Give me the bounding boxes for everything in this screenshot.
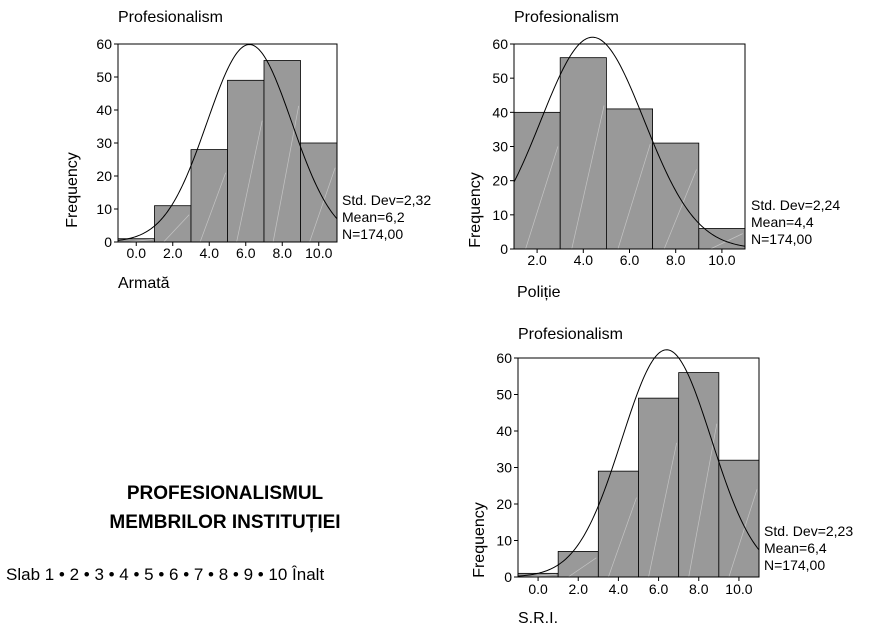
bar-hatch [236, 120, 263, 243]
y-tick-label: 30 [492, 139, 508, 155]
normal-curve [513, 36, 746, 247]
stats-line: Mean=6,2 [342, 209, 405, 225]
histogram-bar [698, 228, 746, 250]
bar-hatch [617, 143, 651, 250]
y-tick-label: 40 [96, 102, 112, 118]
y-tick-label: 60 [496, 350, 512, 366]
y-axis-label: Frequency [467, 172, 484, 248]
histogram-bar [227, 79, 265, 243]
x-tick-label: 8.0 [666, 252, 686, 268]
x-tick-label: 6.0 [649, 581, 669, 597]
histogram-bar [718, 459, 760, 578]
x-tick-label: 8.0 [689, 581, 709, 597]
normal-curve [517, 349, 760, 577]
normal-curve [117, 44, 338, 241]
y-tick-label: 20 [96, 168, 112, 184]
x-axis-label: S.R.I. [518, 610, 558, 626]
histogram-bar [559, 57, 607, 250]
histogram-bar [190, 149, 228, 243]
x-tick-label: 10.0 [708, 252, 735, 268]
x-tick-label: 2.0 [163, 245, 183, 261]
y-tick-label: 0 [504, 569, 512, 585]
bar-hatch [163, 214, 190, 243]
y-tick-label: 50 [492, 70, 508, 86]
y-tick-label: 20 [492, 173, 508, 189]
stats-line: Mean=4,4 [751, 214, 814, 230]
x-tick-label: 2.0 [527, 252, 547, 268]
histogram-bar [263, 60, 301, 243]
bar-hatch [663, 169, 697, 250]
bar-hatch [688, 423, 718, 578]
histogram-bar [513, 111, 561, 250]
x-tick-label: 10.0 [725, 581, 752, 597]
y-tick-label: 10 [96, 201, 112, 217]
x-axis-label: Poliție [517, 284, 561, 301]
y-tick-label: 50 [496, 387, 512, 403]
caption-title-line1: PROFESIONALISMUL [126, 483, 324, 504]
histogram-bar [597, 470, 639, 578]
stats-line: Std. Dev=2,24 [751, 197, 840, 213]
bar-hatch [571, 105, 605, 250]
y-tick-label: 10 [492, 207, 508, 223]
caption-title-line2: MEMBRILOR INSTITUȚIEI [109, 512, 341, 533]
bar-hatch [648, 442, 678, 578]
stats-line: Mean=6,4 [764, 540, 827, 556]
bar-hatch [199, 172, 227, 243]
chart-title: Profesionalism [518, 326, 623, 343]
histogram-bar [557, 551, 599, 578]
stats-line: Std. Dev=2,23 [764, 523, 853, 539]
y-tick-label: 60 [492, 36, 508, 52]
bar-hatch [728, 489, 758, 578]
y-tick-label: 30 [496, 460, 512, 476]
y-tick-label: 50 [96, 69, 112, 85]
x-tick-label: 4.0 [609, 581, 629, 597]
y-tick-label: 0 [500, 241, 508, 257]
x-tick-label: 6.0 [236, 245, 256, 261]
x-tick-label: 6.0 [620, 252, 640, 268]
stats-line: Std. Dev=2,32 [342, 192, 431, 208]
stats-line: N=174,00 [342, 226, 403, 242]
y-tick-label: 60 [96, 36, 112, 52]
x-tick-label: 0.0 [528, 581, 548, 597]
bar-hatch [525, 146, 559, 250]
bar-hatch [608, 497, 637, 578]
y-tick-label: 0 [104, 234, 112, 250]
y-tick-label: 30 [96, 135, 112, 151]
y-tick-label: 40 [492, 104, 508, 120]
x-tick-label: 4.0 [574, 252, 594, 268]
chart-title: Profesionalism [514, 9, 619, 26]
histogram-bar [300, 142, 338, 243]
y-axis-label: Frequency [64, 152, 81, 228]
stats-line: N=174,00 [751, 231, 812, 247]
x-axis-label: Armată [118, 275, 170, 292]
histogram-bar [606, 108, 654, 250]
histogram-bar [154, 205, 192, 243]
y-tick-label: 20 [496, 496, 512, 512]
y-tick-label: 40 [496, 423, 512, 439]
bar-hatch [309, 167, 336, 243]
x-tick-label: 2.0 [569, 581, 589, 597]
chart-title: Profesionalism [118, 9, 223, 26]
stats-line: N=174,00 [764, 557, 825, 573]
x-tick-label: 8.0 [273, 245, 293, 261]
x-tick-label: 4.0 [200, 245, 220, 261]
x-tick-label: 0.0 [127, 245, 147, 261]
x-tick-label: 10.0 [305, 245, 332, 261]
y-axis-label: Frequency [471, 502, 488, 578]
histogram-bar [678, 372, 720, 578]
y-tick-label: 10 [496, 533, 512, 549]
bar-hatch [568, 557, 597, 578]
histogram-bar [638, 397, 680, 578]
histogram-bar [652, 142, 700, 250]
rating-scale: Slab 1 • 2 • 3 • 4 • 5 • 6 • 7 • 8 • 9 •… [6, 565, 325, 584]
